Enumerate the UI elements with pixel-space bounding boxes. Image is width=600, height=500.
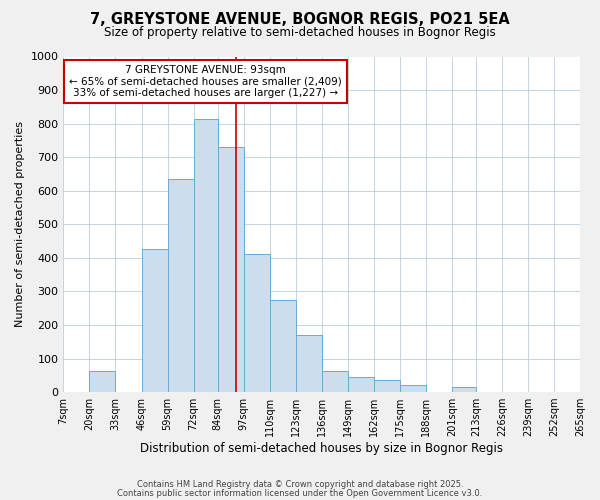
Text: Size of property relative to semi-detached houses in Bognor Regis: Size of property relative to semi-detach… bbox=[104, 26, 496, 39]
Bar bbox=[322, 371, 348, 392]
Bar bbox=[452, 387, 476, 392]
Text: 7, GREYSTONE AVENUE, BOGNOR REGIS, PO21 5EA: 7, GREYSTONE AVENUE, BOGNOR REGIS, PO21 … bbox=[90, 12, 510, 28]
Text: Contains public sector information licensed under the Open Government Licence v3: Contains public sector information licen… bbox=[118, 488, 482, 498]
Bar bbox=[348, 377, 374, 392]
Text: 7 GREYSTONE AVENUE: 93sqm
← 65% of semi-detached houses are smaller (2,409)
33% : 7 GREYSTONE AVENUE: 93sqm ← 65% of semi-… bbox=[69, 65, 342, 98]
Bar bbox=[400, 386, 426, 392]
X-axis label: Distribution of semi-detached houses by size in Bognor Regis: Distribution of semi-detached houses by … bbox=[140, 442, 503, 455]
Bar bbox=[218, 147, 244, 392]
Bar bbox=[89, 371, 115, 392]
Bar bbox=[374, 380, 400, 392]
Bar bbox=[269, 300, 296, 392]
Bar bbox=[296, 335, 322, 392]
Bar bbox=[167, 179, 194, 392]
Bar bbox=[142, 250, 167, 392]
Bar bbox=[194, 118, 218, 392]
Text: Contains HM Land Registry data © Crown copyright and database right 2025.: Contains HM Land Registry data © Crown c… bbox=[137, 480, 463, 489]
Y-axis label: Number of semi-detached properties: Number of semi-detached properties bbox=[15, 122, 25, 328]
Bar bbox=[244, 254, 269, 392]
